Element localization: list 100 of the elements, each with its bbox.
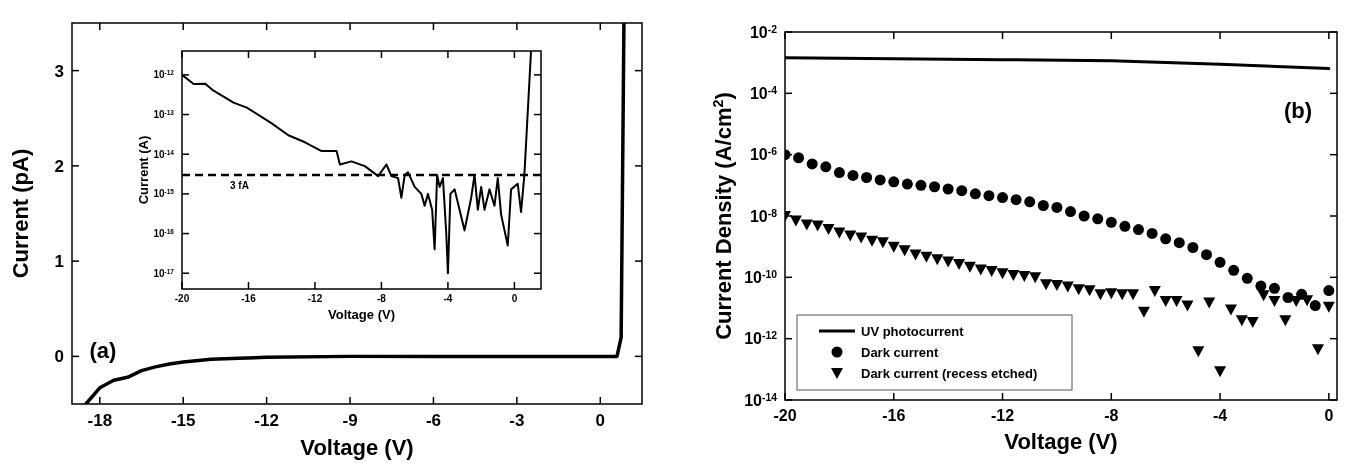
x-tick-label: -12 — [307, 293, 323, 304]
y-tick-label: 10$^{-2}$ — [749, 23, 778, 41]
point — [1061, 281, 1074, 293]
point — [1007, 269, 1020, 281]
x-tick-label: -4 — [1212, 406, 1228, 424]
x-tick-label: -16 — [241, 293, 257, 304]
point — [1224, 304, 1237, 316]
legend-label: Dark current (recess etched) — [861, 366, 1038, 381]
x-tick-label: -18 — [87, 411, 113, 431]
point — [1065, 206, 1077, 218]
point — [866, 235, 879, 247]
y-axis-title: Current (A) — [136, 135, 151, 205]
point — [833, 167, 845, 179]
x-tick-label: -12 — [990, 406, 1015, 424]
point — [996, 268, 1009, 280]
point — [1133, 224, 1144, 236]
y-axis-title: Current (pA) — [7, 148, 33, 279]
point — [929, 181, 941, 193]
point — [789, 215, 802, 227]
y-tick-label: 1 — [54, 252, 64, 272]
x-tick-label: -16 — [882, 406, 906, 424]
point — [888, 176, 900, 188]
point — [953, 259, 966, 271]
y-tick-label: 10$^{-16}$ — [153, 227, 175, 240]
point — [1268, 295, 1281, 307]
x-tick-label: -4 — [443, 293, 453, 304]
point — [1050, 280, 1063, 292]
y-tick-label: 10$^{-4}$ — [749, 84, 778, 102]
point — [1137, 306, 1150, 318]
point — [847, 169, 859, 181]
point — [985, 266, 998, 278]
point — [887, 241, 900, 253]
point — [1311, 344, 1324, 356]
x-tick-label: -15 — [170, 411, 196, 431]
point — [1148, 285, 1161, 297]
point — [800, 219, 813, 231]
point — [1181, 300, 1194, 312]
ref-line-label: 3 fA — [230, 179, 249, 191]
point — [1092, 213, 1104, 225]
x-axis-title: Voltage (V) — [1004, 429, 1118, 455]
x-tick-label: -20 — [773, 406, 797, 424]
point — [1203, 297, 1216, 309]
point — [997, 192, 1009, 204]
point — [1078, 210, 1090, 222]
legend-label: Dark current — [861, 345, 939, 360]
point — [820, 161, 832, 173]
y-tick-label: 10$^{-8}$ — [749, 207, 778, 225]
point — [1192, 346, 1205, 358]
point — [874, 174, 886, 186]
point — [876, 237, 889, 249]
point — [1246, 316, 1259, 328]
x-tick-label: 0 — [1324, 406, 1334, 424]
y-tick-label: 2 — [54, 156, 64, 176]
point — [1200, 249, 1212, 261]
point — [1241, 272, 1253, 284]
point — [963, 261, 976, 273]
point — [915, 179, 927, 191]
point — [901, 178, 913, 190]
point — [1279, 315, 1292, 327]
point — [969, 188, 981, 200]
point — [844, 230, 857, 242]
y-tick-label: 10$^{-14}$ — [744, 391, 778, 409]
point — [1160, 233, 1172, 245]
x-tick-label: -8 — [1104, 406, 1119, 424]
y-tick-label: 10$^{-14}$ — [153, 148, 175, 160]
point — [1170, 295, 1183, 307]
point — [1018, 271, 1031, 283]
point — [1105, 288, 1118, 300]
point — [1010, 194, 1022, 206]
point — [811, 220, 824, 232]
y-tick-label: 0 — [54, 347, 64, 367]
point — [1119, 220, 1131, 232]
y-tick-label: 3 — [54, 61, 64, 81]
point — [1083, 285, 1096, 297]
point — [1214, 256, 1226, 268]
x-tick-label: -9 — [342, 411, 358, 431]
point — [1228, 264, 1240, 276]
point — [1116, 289, 1129, 301]
point — [1037, 200, 1049, 211]
point — [1072, 284, 1085, 296]
point — [1257, 290, 1270, 302]
point — [822, 223, 835, 235]
point — [806, 158, 818, 170]
point — [1173, 237, 1185, 249]
y-tick-label: 10$^{-6}$ — [749, 145, 778, 164]
x-tick-label: -3 — [509, 411, 525, 431]
point — [1235, 315, 1248, 327]
x-tick-label: -8 — [376, 293, 387, 304]
point — [931, 254, 944, 266]
point — [956, 185, 968, 197]
x-axis-title: Voltage (V) — [328, 306, 395, 322]
point — [942, 183, 954, 195]
point — [898, 245, 911, 257]
point — [855, 232, 868, 244]
y-tick-label: 10$^{-12}$ — [744, 329, 778, 348]
point — [1024, 196, 1036, 208]
point — [1105, 216, 1117, 228]
point — [920, 251, 933, 263]
point — [1029, 272, 1042, 284]
point — [833, 227, 846, 239]
